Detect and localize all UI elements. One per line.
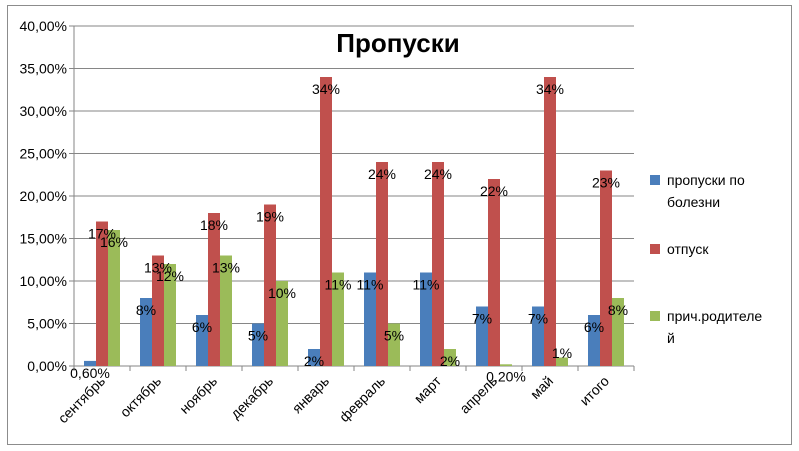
bars — [84, 77, 624, 366]
category-label: январь — [289, 373, 332, 416]
data-label: 22% — [480, 183, 508, 199]
bar — [208, 213, 220, 366]
data-label: 7% — [472, 311, 492, 327]
y-tick-label: 40,00% — [20, 18, 67, 34]
data-label: 24% — [424, 166, 452, 182]
data-label: 10% — [268, 285, 296, 301]
legend-label: прич.родителе й — [667, 308, 762, 346]
bar — [600, 170, 612, 366]
legend-label: отпуск — [667, 241, 709, 257]
bar — [140, 298, 152, 366]
data-label: 23% — [592, 175, 620, 191]
data-label: 16% — [100, 234, 128, 250]
category-label: март — [411, 372, 445, 406]
data-label: 8% — [136, 302, 156, 318]
bar — [612, 298, 624, 366]
bar — [556, 357, 568, 366]
bar — [444, 349, 456, 366]
category-label: итого — [576, 373, 612, 409]
y-tick-label: 0,00% — [27, 358, 67, 374]
bar — [500, 364, 512, 366]
bar — [532, 306, 544, 366]
data-label: 11% — [357, 277, 384, 293]
data-label: 34% — [312, 81, 340, 97]
bar — [488, 179, 500, 366]
data-label: 18% — [200, 217, 228, 233]
bar — [364, 272, 376, 366]
bar — [420, 272, 432, 366]
legend-label-line: прич.родителе — [667, 308, 762, 324]
bar — [108, 230, 120, 366]
y-tick-label: 10,00% — [20, 273, 67, 289]
category-labels: сентябрь октябрь ноябрь декабрь январь феврал… — [55, 372, 613, 426]
chart-title: Пропуски — [336, 28, 459, 58]
bar — [84, 360, 96, 366]
bar — [252, 323, 264, 366]
legend-label: пропуски по болезни — [667, 172, 745, 210]
category-label: февраль — [336, 373, 388, 425]
y-tick-label: 20,00% — [20, 188, 67, 204]
legend: пропуски по болезни отпуск прич.родителе й — [650, 172, 762, 346]
y-tick-label: 35,00% — [20, 61, 67, 77]
legend-swatch — [650, 244, 660, 254]
data-label: 8% — [608, 302, 628, 318]
bar — [332, 272, 344, 366]
bar — [476, 306, 488, 366]
data-label: 1% — [552, 345, 572, 361]
bar — [376, 162, 388, 366]
data-label: 6% — [584, 319, 604, 335]
data-label: 13% — [212, 260, 240, 276]
bar — [196, 315, 208, 366]
bar — [588, 315, 600, 366]
bar — [544, 77, 556, 366]
bar — [264, 204, 276, 366]
legend-swatch — [650, 175, 660, 185]
chart-frame — [7, 5, 792, 445]
data-label: 11% — [325, 277, 352, 293]
axes: 0,00% 5,00% 10,00% 15,00% 20,00% 25,00% 30,00%… — [20, 18, 635, 374]
bar — [276, 281, 288, 366]
bar — [308, 349, 320, 366]
data-labels: 0,60%17%16%8%13%12%6%18%13%5%19%10%2%34%… — [70, 81, 628, 384]
data-label: 17% — [88, 226, 116, 242]
y-tick-label: 5,00% — [27, 316, 67, 332]
bar — [152, 255, 164, 366]
bar — [432, 162, 444, 366]
data-label: 2% — [304, 353, 324, 369]
legend-swatch — [650, 311, 660, 321]
data-label: 12% — [156, 268, 184, 284]
legend-label-line: болезни — [667, 194, 720, 210]
bar — [164, 264, 176, 366]
category-label: декабрь — [227, 373, 276, 422]
category-label: октябрь — [117, 373, 164, 420]
bar — [96, 221, 108, 366]
data-label: 19% — [256, 209, 284, 225]
category-label: апрель — [456, 373, 500, 417]
category-label: ноябрь — [176, 373, 220, 417]
data-label: 34% — [536, 81, 564, 97]
data-label: 11% — [413, 277, 440, 293]
y-tick-label: 15,00% — [20, 231, 67, 247]
data-label: 5% — [384, 328, 404, 344]
y-tick-label: 25,00% — [20, 146, 67, 162]
category-label: май — [527, 373, 556, 402]
legend-label-line: й — [667, 330, 675, 346]
data-label: 13% — [144, 260, 172, 276]
data-label: 0,20% — [486, 368, 526, 384]
legend-label-line: отпуск — [667, 241, 709, 257]
bar — [388, 323, 400, 366]
y-tick-label: 30,00% — [20, 103, 67, 119]
data-label: 7% — [528, 311, 548, 327]
data-label: 6% — [192, 319, 212, 335]
data-label: 0,60% — [70, 365, 110, 381]
data-label: 5% — [248, 328, 268, 344]
bar — [320, 77, 332, 366]
data-label: 24% — [368, 166, 396, 182]
bar — [220, 255, 232, 366]
legend-label-line: пропуски по — [667, 172, 745, 188]
data-label: 2% — [440, 353, 460, 369]
